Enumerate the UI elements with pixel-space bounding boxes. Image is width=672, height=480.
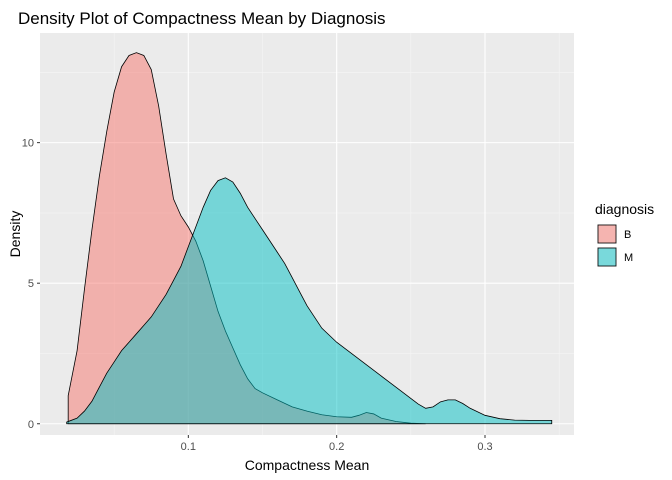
density-series bbox=[66, 52, 553, 425]
y-axis: 0 5 10 bbox=[22, 138, 40, 431]
y-tick-label: 0 bbox=[28, 419, 34, 431]
x-axis: 0.1 0.2 0.3 bbox=[181, 435, 493, 453]
density-area-M bbox=[66, 177, 553, 425]
legend: diagnosis BM bbox=[595, 201, 654, 267]
y-tick-label: 10 bbox=[22, 138, 34, 150]
legend-label: M bbox=[624, 252, 633, 264]
x-tick-label: 0.1 bbox=[181, 441, 196, 453]
y-tick-label: 5 bbox=[28, 278, 34, 290]
legend-swatch bbox=[597, 224, 617, 244]
x-tick-label: 0.3 bbox=[477, 441, 492, 453]
x-axis-title: Compactness Mean bbox=[245, 457, 370, 473]
legend-label: B bbox=[624, 229, 631, 241]
chart-title: Density Plot of Compactness Mean by Diag… bbox=[18, 9, 386, 28]
x-tick-label: 0.2 bbox=[329, 441, 344, 453]
legend-title: diagnosis bbox=[595, 201, 654, 217]
y-axis-title: Density bbox=[7, 211, 23, 258]
legend-item-B: B bbox=[597, 224, 631, 244]
legend-swatch bbox=[597, 247, 617, 267]
legend-item-M: M bbox=[597, 247, 633, 267]
